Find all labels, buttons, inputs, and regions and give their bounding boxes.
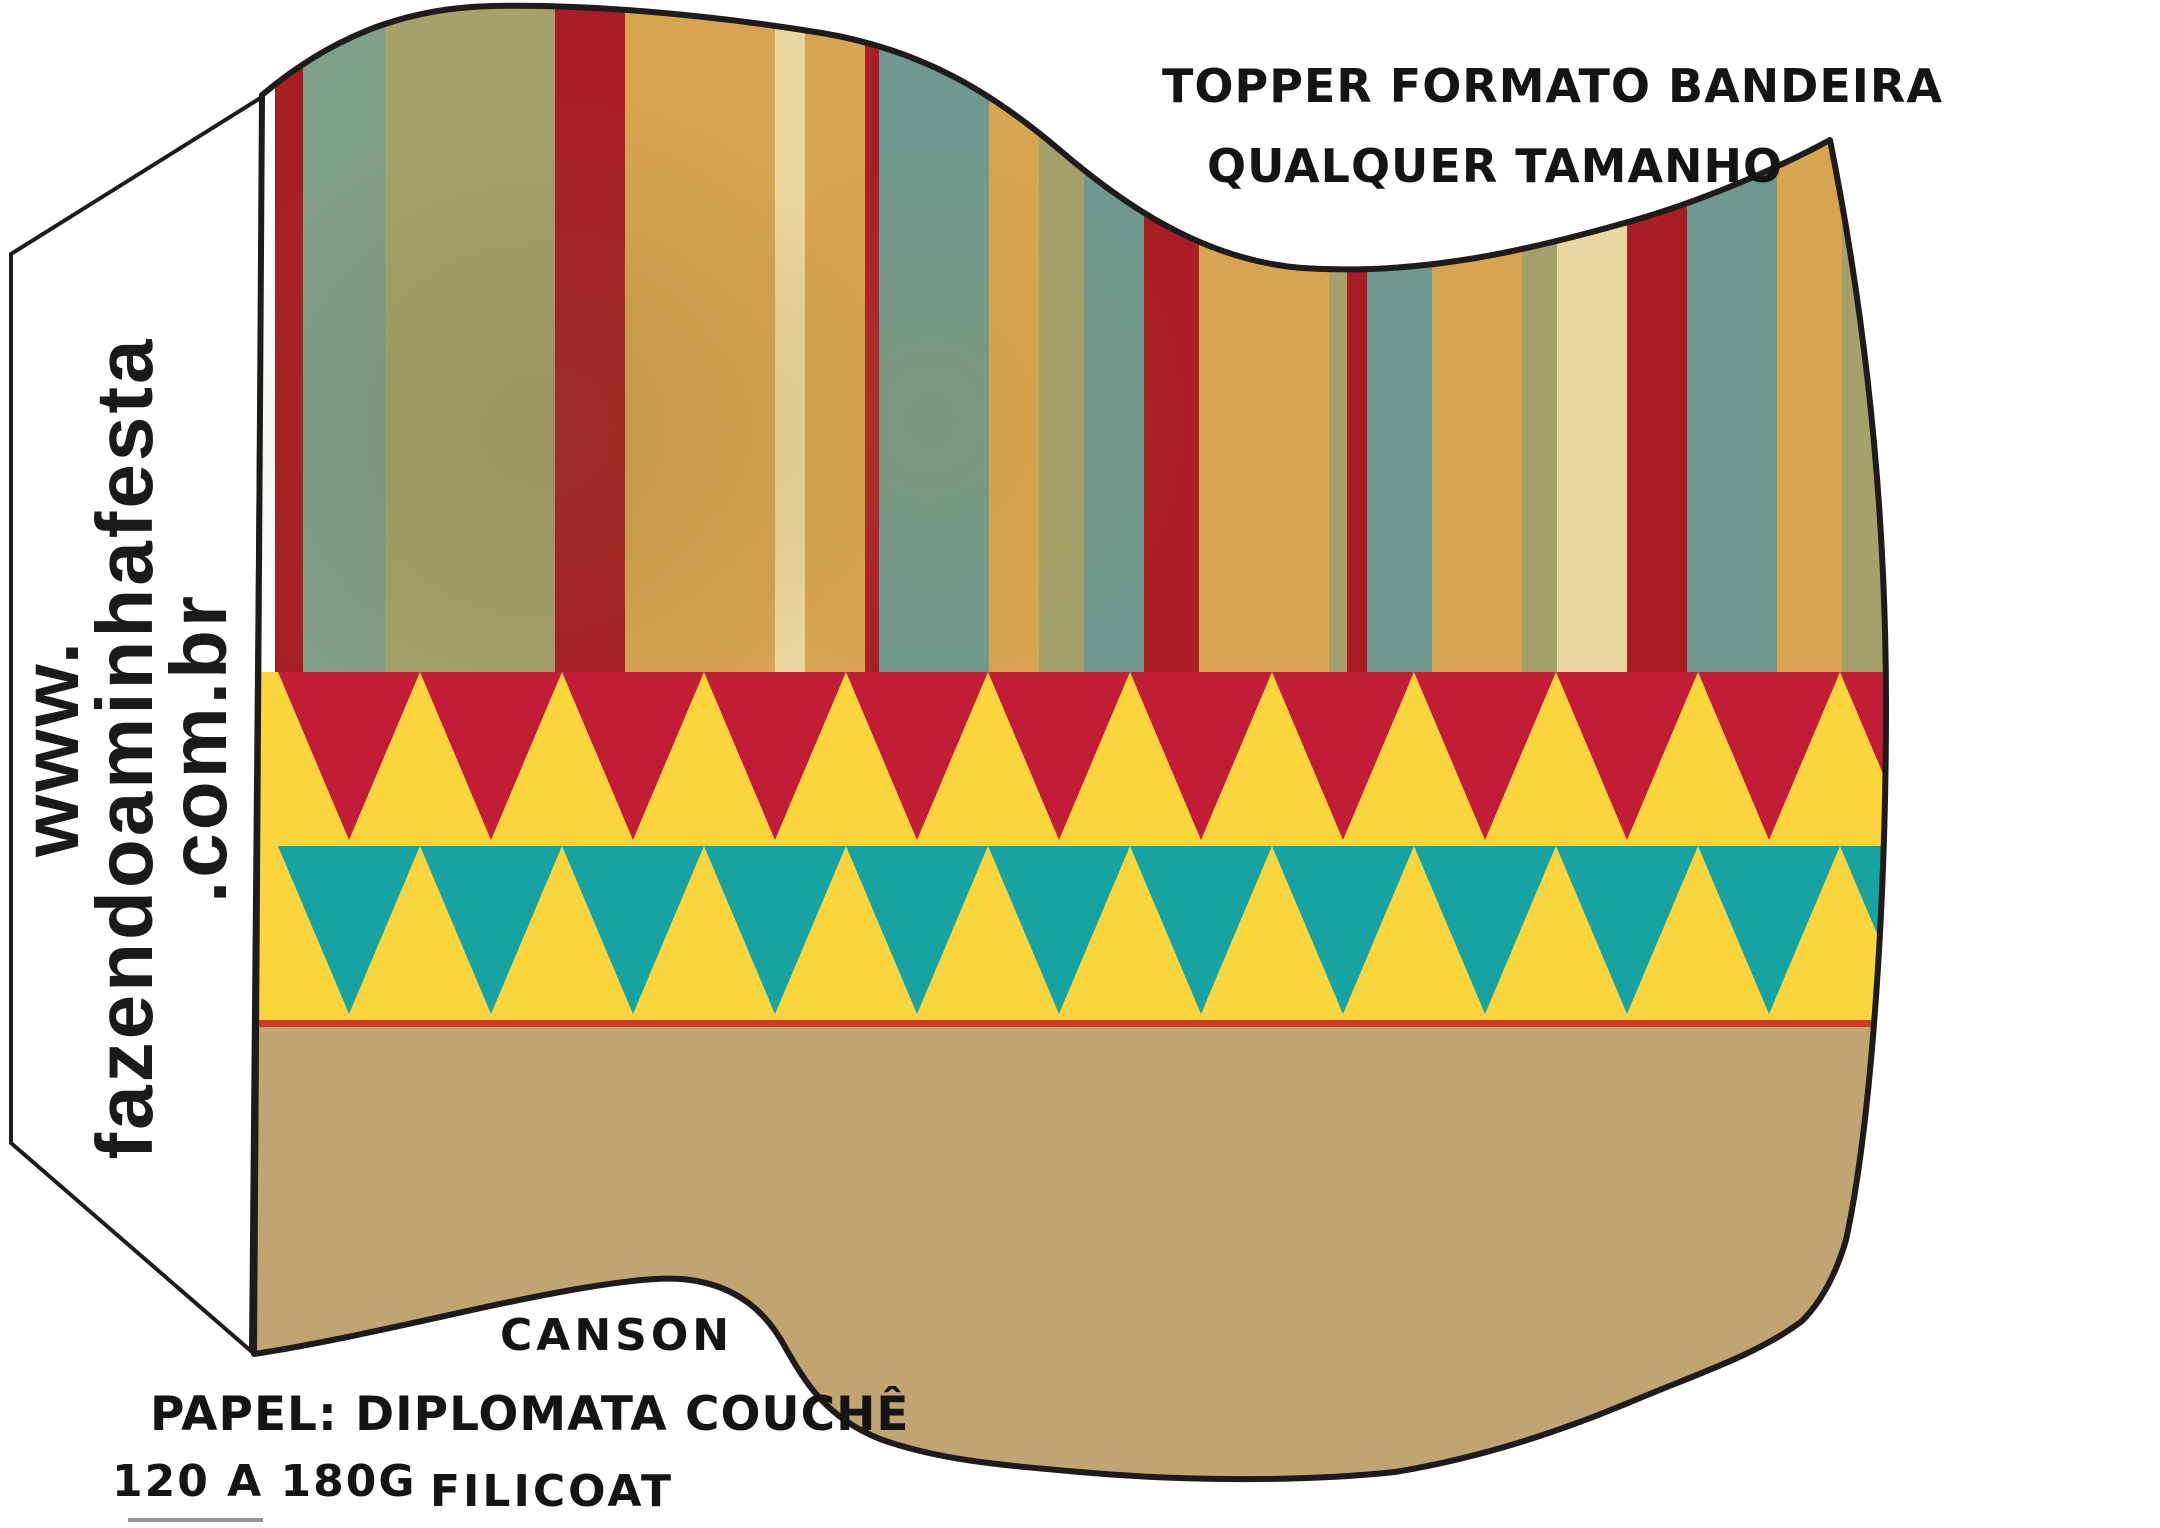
- teal-triangle: [278, 846, 420, 1014]
- red-triangle: [1130, 672, 1272, 840]
- teal-triangle: [1556, 846, 1698, 1014]
- red-triangle: [1556, 672, 1698, 840]
- red-triangle: [562, 672, 704, 840]
- teal-triangle: [988, 846, 1130, 1014]
- tan-bottom-area: [254, 1027, 1886, 1480]
- teal-triangle: [1414, 846, 1556, 1014]
- footer-weight: 120 A 180G: [112, 1456, 417, 1507]
- teal-triangle: [1130, 846, 1272, 1014]
- teal-triangle: [1840, 846, 1886, 1014]
- side-tab-url-line1: www.: [6, 639, 95, 858]
- teal-triangle: [846, 846, 988, 1014]
- side-tab-url: www. fazendoaminhafesta .com.br: [6, 336, 243, 1159]
- footer-note: CANSON PAPEL: DIPLOMATA COUCHÊ 120 A 180…: [112, 1310, 910, 1522]
- vintage-shading-warm: [670, 140, 1190, 700]
- red-triangle: [988, 672, 1130, 840]
- footer-coating: FILICOAT: [430, 1466, 674, 1517]
- footer-brand: CANSON: [500, 1310, 733, 1361]
- red-triangle: [1414, 672, 1556, 840]
- red-triangle: [278, 672, 420, 840]
- flag-pattern: [254, 5, 1886, 1480]
- teal-triangle: [420, 846, 562, 1014]
- red-triangle: [1272, 672, 1414, 840]
- teal-triangle: [562, 846, 704, 1014]
- red-divider-line: [254, 1020, 1886, 1027]
- header-note-line1: TOPPER FORMATO BANDEIRA: [1162, 59, 1943, 113]
- footer-underline: [128, 1518, 263, 1522]
- flag-triangle-bands: [254, 672, 1886, 1020]
- flag-bottom-panel: [254, 1020, 1886, 1480]
- red-triangle: [704, 672, 846, 840]
- header-note: TOPPER FORMATO BANDEIRA QUALQUER TAMANHO: [1162, 59, 1943, 193]
- footer-paper: PAPEL: DIPLOMATA COUCHÊ: [150, 1387, 910, 1442]
- side-tab-url-line2: fazendoaminhafesta: [80, 336, 169, 1159]
- red-triangle: [420, 672, 562, 840]
- teal-triangle: [1272, 846, 1414, 1014]
- red-triangle: [846, 672, 988, 840]
- teal-triangle: [704, 846, 846, 1014]
- red-triangle: [1698, 672, 1840, 840]
- header-note-line2: QUALQUER TAMANHO: [1207, 139, 1783, 193]
- side-tab-url-line3: .com.br: [154, 593, 243, 903]
- flag-outline: [251, 2, 1889, 1483]
- teal-triangle: [1698, 846, 1840, 1014]
- red-triangle: [1840, 672, 1886, 840]
